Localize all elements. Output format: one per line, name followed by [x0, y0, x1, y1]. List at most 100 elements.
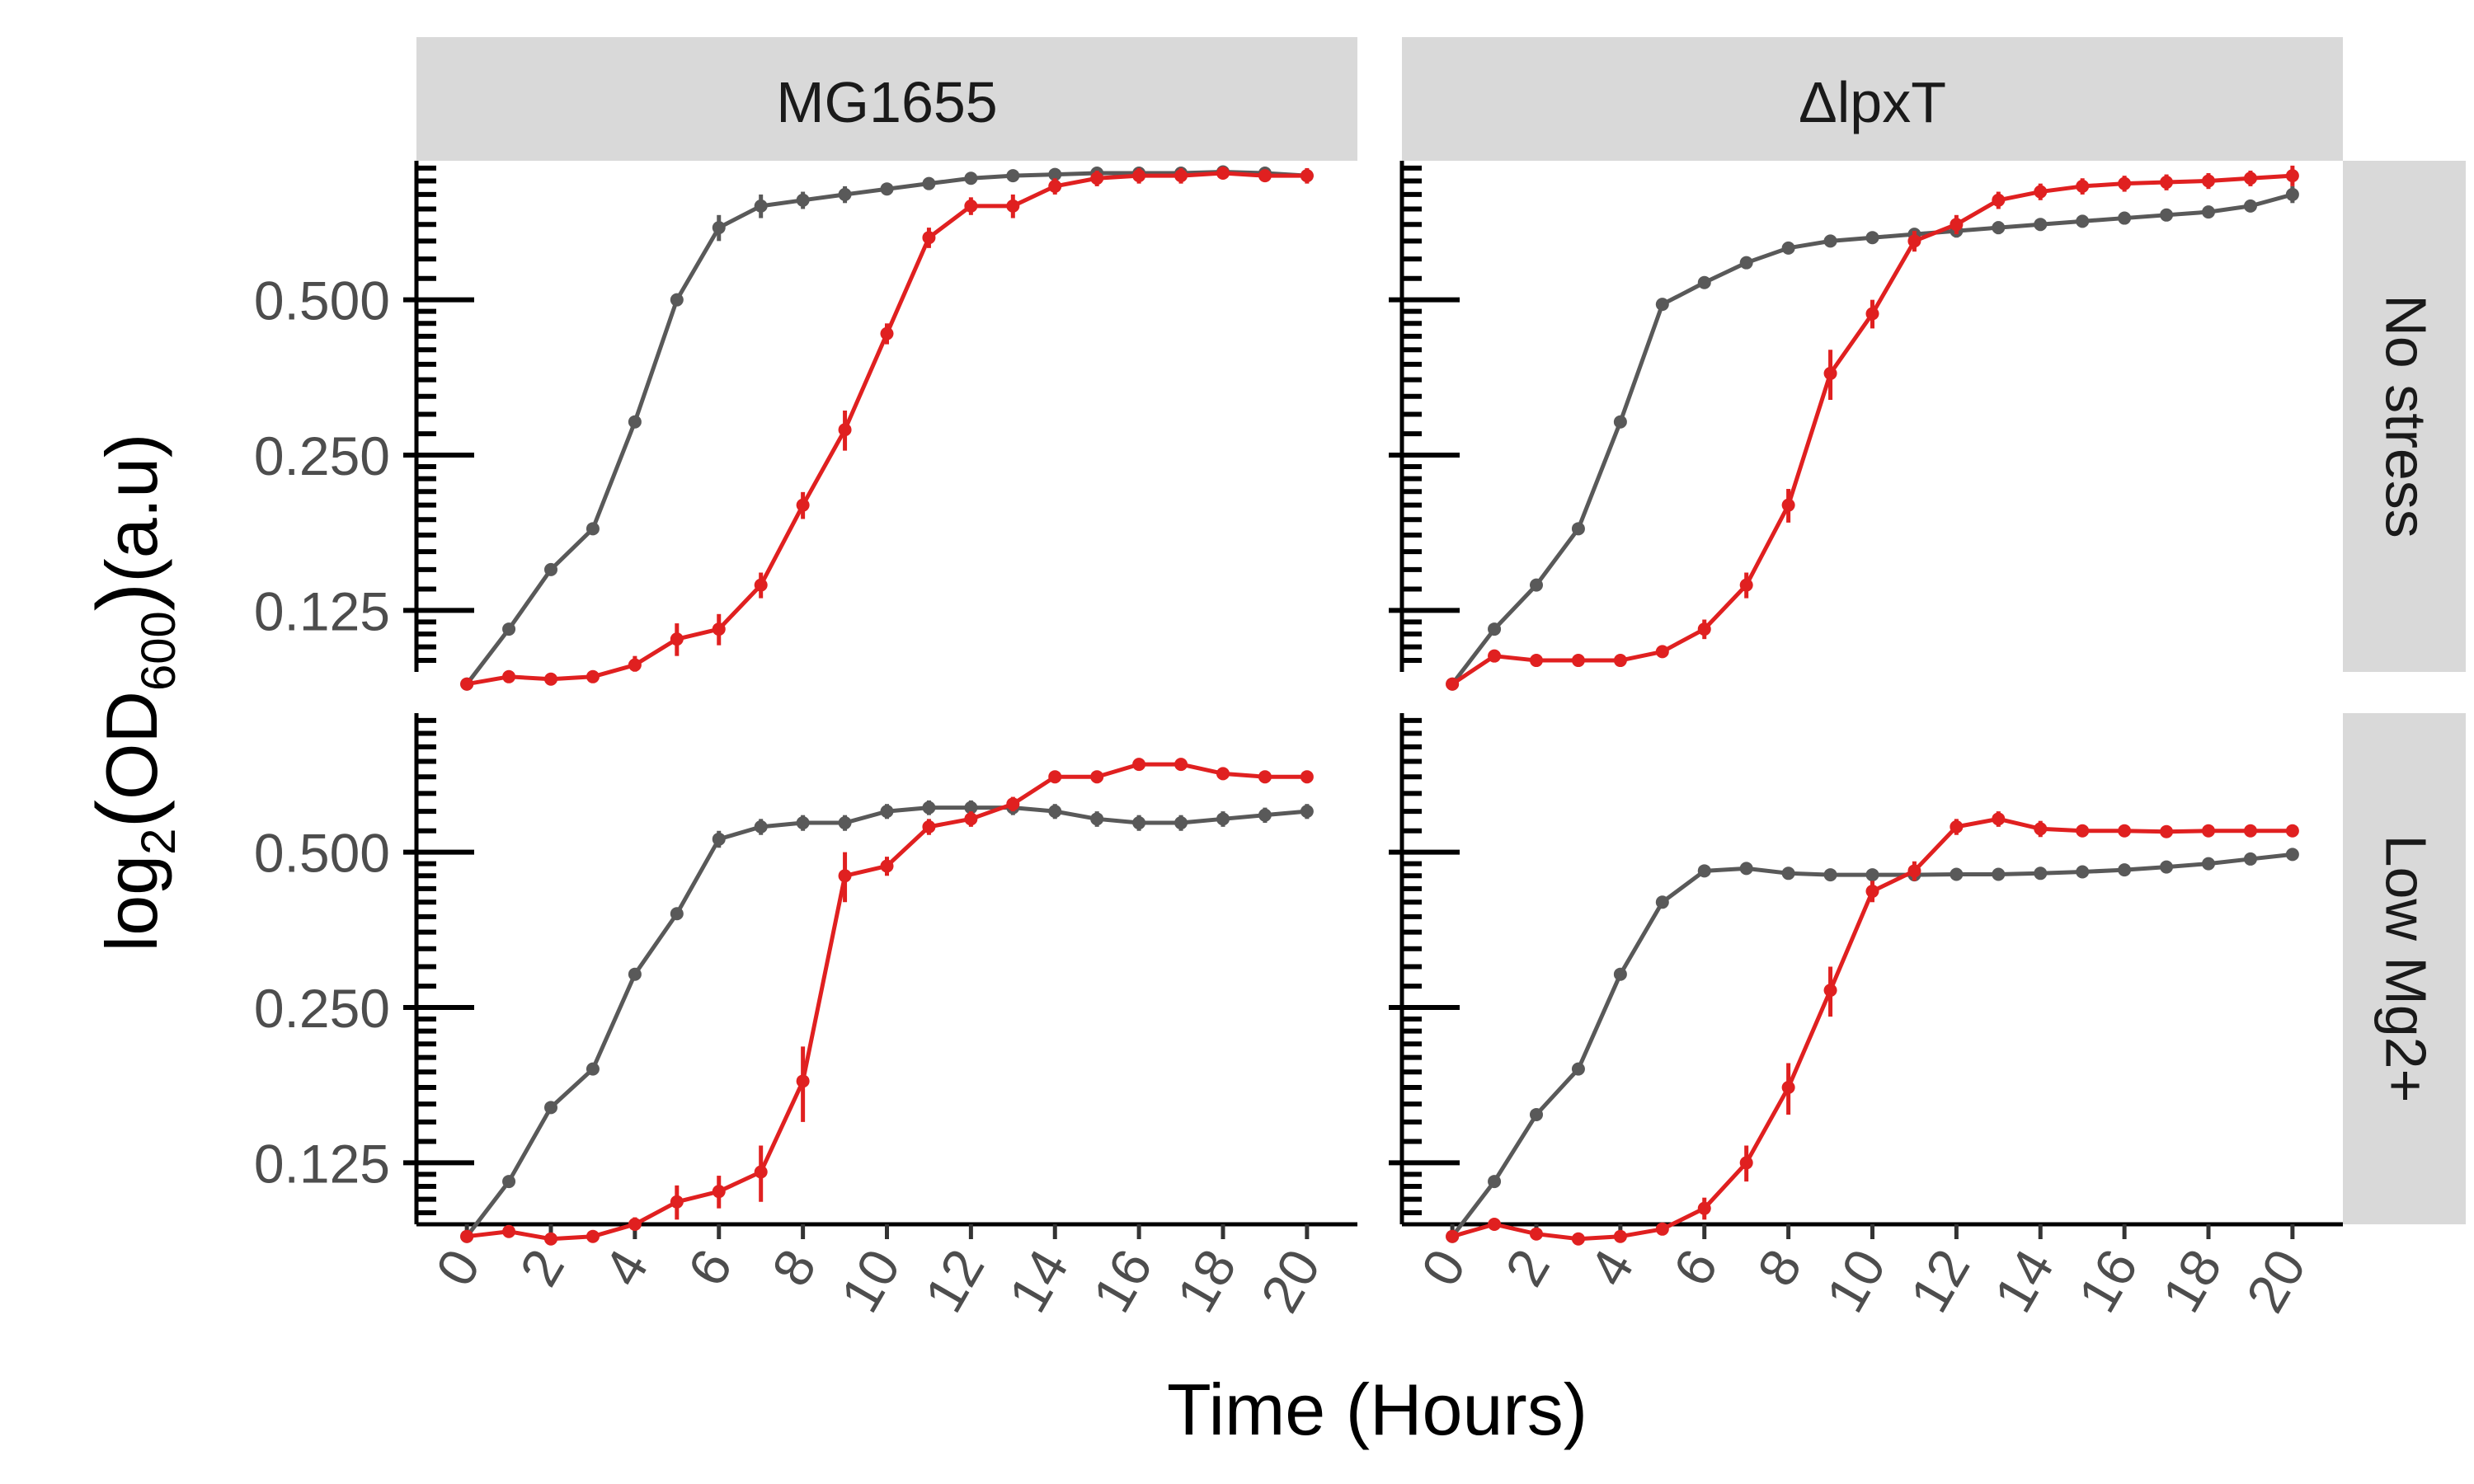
- y-axis-title-paren-close: ): [80, 583, 176, 612]
- data-point: [1488, 1175, 1502, 1189]
- data-point: [2076, 179, 2090, 193]
- data-point: [1300, 169, 1314, 183]
- data-point: [1216, 767, 1230, 781]
- data-point: [586, 1229, 600, 1243]
- y-axis-title-paren-open: (: [80, 800, 176, 829]
- y-tick-label: 0.500: [254, 270, 390, 331]
- column-strip: [416, 37, 1357, 161]
- data-point: [1090, 812, 1104, 826]
- data-point: [1571, 1062, 1585, 1076]
- facet-panel: 0.125 0.250 0.500: [254, 161, 1314, 691]
- data-point: [1697, 275, 1711, 289]
- data-point: [1613, 654, 1627, 668]
- data-point: [586, 1062, 600, 1076]
- data-point: [1488, 1218, 1502, 1231]
- data-point: [1446, 677, 1460, 691]
- data-point: [2034, 185, 2048, 199]
- data-point: [2202, 824, 2215, 838]
- data-point: [964, 812, 978, 826]
- data-point: [712, 1185, 726, 1199]
- red-series: [1446, 165, 2299, 691]
- data-point: [2243, 199, 2257, 213]
- data-point: [1655, 298, 1669, 312]
- y-axis: 0.125 0.250 0.500: [254, 713, 474, 1224]
- y-axis-title-main: OD: [91, 691, 172, 800]
- data-point: [2160, 176, 2174, 190]
- data-point: [1739, 862, 1753, 876]
- data-point: [1048, 805, 1062, 819]
- data-point: [1781, 498, 1795, 512]
- y-axis-title: log2(OD600)(a.u): [80, 434, 186, 952]
- data-point: [1006, 797, 1020, 811]
- data-point: [1950, 218, 1964, 232]
- data-point: [670, 632, 684, 646]
- data-point: [2118, 863, 2132, 877]
- data-point: [1992, 193, 2006, 207]
- data-point: [2243, 824, 2257, 838]
- data-point: [1781, 1080, 1795, 1094]
- data-point: [1865, 307, 1879, 321]
- data-point: [838, 869, 852, 883]
- data-point: [754, 819, 768, 834]
- data-point: [712, 832, 726, 846]
- data-point: [1823, 234, 1837, 248]
- data-point: [1090, 770, 1104, 784]
- facet-strips: MG1655 ΔlpxT No stress Low Mg2+: [416, 37, 2466, 1224]
- grey-series: [1446, 848, 2299, 1243]
- data-point: [796, 816, 810, 830]
- data-point: [1781, 241, 1795, 255]
- data-point: [502, 669, 516, 683]
- y-axis: [1389, 161, 1460, 672]
- column-strip-label: ΔlpxT: [1799, 70, 1946, 134]
- red-series: [460, 167, 1314, 691]
- data-point: [1865, 885, 1879, 899]
- data-point: [1048, 179, 1062, 193]
- data-point: [2160, 824, 2174, 838]
- data-point: [2160, 208, 2174, 222]
- data-point: [712, 221, 726, 235]
- data-point: [2034, 822, 2048, 836]
- data-point: [1992, 221, 2006, 235]
- data-point: [964, 801, 978, 815]
- data-point: [502, 622, 516, 636]
- data-point: [2118, 211, 2132, 225]
- data-point: [1823, 868, 1837, 882]
- data-point: [922, 231, 936, 245]
- data-point: [796, 498, 810, 512]
- grey-series: [1446, 186, 2299, 691]
- data-point: [1488, 622, 1502, 636]
- data-point: [1530, 1107, 1543, 1121]
- data-point: [1697, 1201, 1711, 1215]
- data-point: [2076, 824, 2090, 838]
- axis-titles: Time (Hours) log2(OD600)(a.u): [80, 434, 1587, 1450]
- data-point: [1739, 578, 1753, 592]
- data-point: [1258, 169, 1272, 183]
- data-point: [2118, 176, 2132, 190]
- data-point: [754, 578, 768, 592]
- data-point: [586, 669, 600, 683]
- data-point: [2202, 174, 2215, 188]
- data-point: [964, 199, 978, 213]
- data-point: [586, 522, 600, 536]
- y-axis-title-func-sub: 2: [132, 829, 186, 855]
- data-point: [1048, 167, 1062, 181]
- data-point: [1174, 816, 1188, 830]
- data-point: [2285, 824, 2299, 838]
- data-point: [544, 1101, 557, 1115]
- red-series: [1446, 811, 2299, 1246]
- data-point: [2202, 205, 2215, 219]
- data-point: [1006, 199, 1020, 213]
- data-point: [1655, 645, 1669, 659]
- data-point: [2076, 214, 2090, 228]
- data-point: [796, 1074, 810, 1088]
- column-strip: [1402, 37, 2343, 161]
- data-point: [2076, 865, 2090, 879]
- data-point: [1613, 967, 1627, 981]
- data-point: [2034, 218, 2048, 232]
- data-point: [1907, 234, 1921, 248]
- data-point: [1216, 167, 1230, 181]
- y-axis: 0.125 0.250 0.500: [254, 161, 474, 672]
- data-point: [502, 1224, 516, 1238]
- data-point: [1571, 522, 1585, 536]
- data-point: [1950, 819, 1964, 834]
